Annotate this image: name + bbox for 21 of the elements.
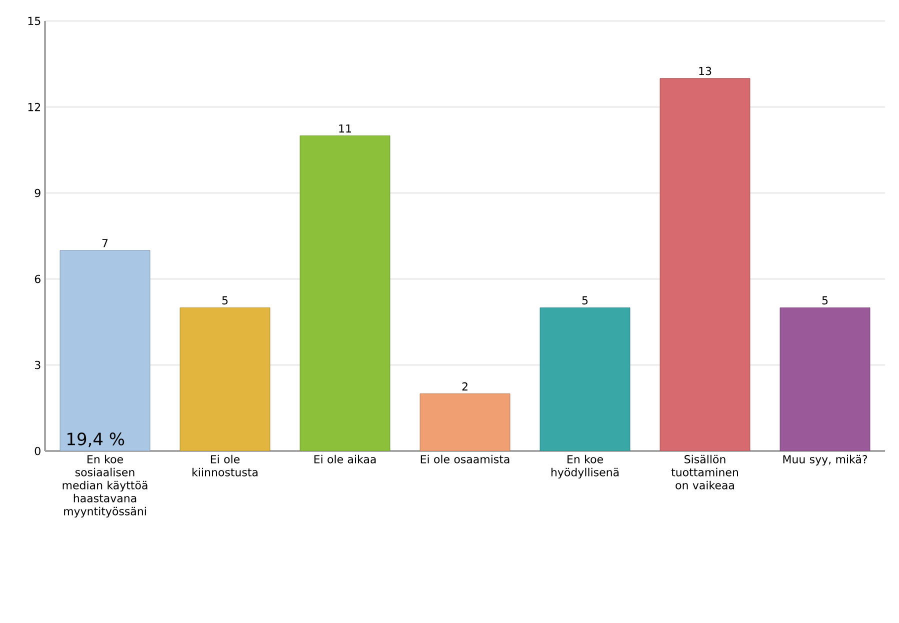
data-label: 5 (222, 296, 228, 304)
y-tick-label: 0 (34, 446, 40, 456)
data-label: 7 (102, 239, 108, 248)
y-tick-label: 3 (34, 360, 40, 370)
y-tick-label: 6 (34, 274, 40, 284)
data-label: 5 (582, 296, 588, 304)
x-tick-label: En koe hyödyllisenä (551, 454, 619, 479)
y-tick-label: 9 (34, 188, 40, 198)
data-label: 5 (822, 296, 828, 304)
y-tick-label: 15 (28, 16, 40, 26)
data-label: 2 (462, 382, 468, 390)
data-label: 13 (699, 66, 712, 76)
x-tick-label: En koe sosiaalisen median käyttöä haastavana myyntityössäni (62, 454, 148, 518)
x-tick-label: Ei ole kiinnostusta (192, 454, 258, 476)
y-tick-label: 12 (28, 102, 40, 112)
x-tick-label: Ei ole osaamista (420, 454, 510, 464)
x-tick-label: Sisällön tuottaminen on vaikeaa (671, 454, 738, 490)
x-tick-label: Ei ole aikaa (314, 454, 376, 464)
annotation: 19,4 % (68, 432, 124, 448)
data-label: 11 (339, 124, 351, 132)
x-tick-label: Muu syy, mikä? (783, 454, 868, 466)
